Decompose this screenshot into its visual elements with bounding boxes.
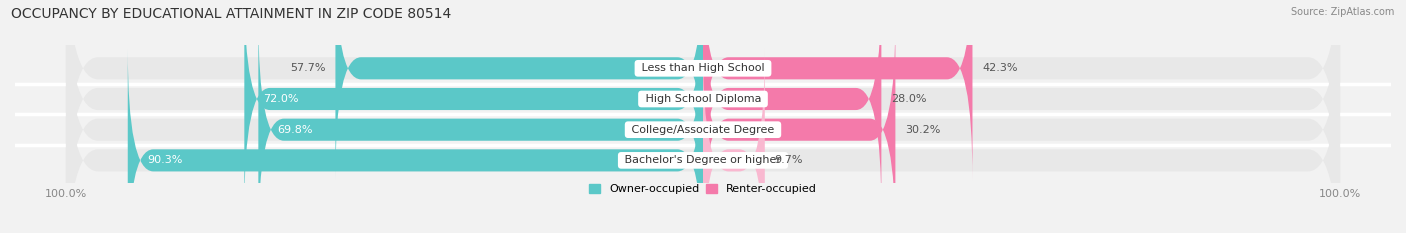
Text: Less than High School: Less than High School	[638, 63, 768, 73]
Text: 28.0%: 28.0%	[891, 94, 927, 104]
FancyBboxPatch shape	[703, 18, 896, 233]
FancyBboxPatch shape	[336, 0, 703, 180]
FancyBboxPatch shape	[703, 0, 882, 211]
FancyBboxPatch shape	[66, 18, 1340, 233]
FancyBboxPatch shape	[245, 0, 703, 211]
Text: Bachelor's Degree or higher: Bachelor's Degree or higher	[621, 155, 785, 165]
FancyBboxPatch shape	[703, 0, 973, 180]
Text: 90.3%: 90.3%	[146, 155, 183, 165]
Text: OCCUPANCY BY EDUCATIONAL ATTAINMENT IN ZIP CODE 80514: OCCUPANCY BY EDUCATIONAL ATTAINMENT IN Z…	[11, 7, 451, 21]
Text: 69.8%: 69.8%	[277, 125, 314, 135]
Text: 72.0%: 72.0%	[263, 94, 299, 104]
FancyBboxPatch shape	[128, 49, 703, 233]
FancyBboxPatch shape	[259, 18, 703, 233]
Text: Source: ZipAtlas.com: Source: ZipAtlas.com	[1291, 7, 1395, 17]
Text: 42.3%: 42.3%	[981, 63, 1018, 73]
Legend: Owner-occupied, Renter-occupied: Owner-occupied, Renter-occupied	[589, 184, 817, 194]
Text: College/Associate Degree: College/Associate Degree	[628, 125, 778, 135]
FancyBboxPatch shape	[66, 0, 1340, 233]
FancyBboxPatch shape	[66, 0, 1340, 211]
FancyBboxPatch shape	[703, 49, 765, 233]
Text: 30.2%: 30.2%	[905, 125, 941, 135]
FancyBboxPatch shape	[66, 0, 1340, 233]
Text: High School Diploma: High School Diploma	[641, 94, 765, 104]
Text: 9.7%: 9.7%	[775, 155, 803, 165]
Text: 57.7%: 57.7%	[291, 63, 326, 73]
